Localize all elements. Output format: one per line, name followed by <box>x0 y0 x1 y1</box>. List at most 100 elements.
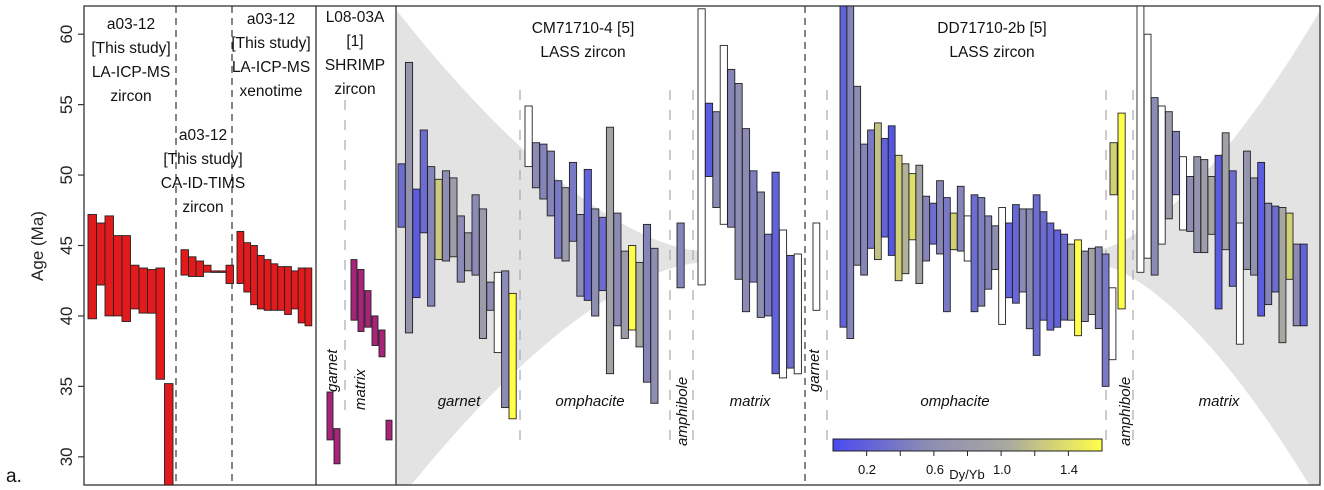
age-bar <box>218 270 227 273</box>
age-bar <box>576 214 585 297</box>
colorbar-tick-label: 1.0 <box>993 462 1011 477</box>
age-bar <box>984 215 993 290</box>
age-bar <box>378 329 386 358</box>
header-line: [1] <box>346 33 363 50</box>
sublabel-dd-omphacite: omphacite <box>920 393 989 410</box>
age-bar <box>508 292 517 420</box>
age-bar <box>1207 176 1216 235</box>
age-bar <box>1257 161 1266 317</box>
age-bar <box>419 129 428 234</box>
sublabel-l08-garnet: garnet <box>324 349 341 392</box>
age-bar <box>749 170 758 283</box>
age-bar <box>531 142 541 189</box>
age-bar <box>464 232 473 272</box>
colorbar-tick-label: 0.6 <box>926 462 944 477</box>
header-cm: CM71710-4 [5] LASS zircon <box>532 20 635 61</box>
header-line: LASS zircon <box>540 44 625 61</box>
header-line: LA-ICP-MS <box>232 59 310 76</box>
header-dd: DD71710-2b [5] LASS zircon <box>937 20 1046 61</box>
age-bar <box>977 197 986 307</box>
age-bar <box>243 242 252 293</box>
y-tick-label: 60 <box>57 25 76 44</box>
age-bar <box>1101 253 1110 387</box>
y-axis-title: Age (Ma) <box>28 211 47 281</box>
header-line: [This study] <box>163 151 242 168</box>
age-bar <box>1067 243 1075 321</box>
age-bar <box>734 83 743 280</box>
header-line: LASS zircon <box>949 44 1034 61</box>
age-bar <box>250 245 258 306</box>
age-bar <box>867 129 875 249</box>
age-bar <box>427 166 436 307</box>
age-bar <box>1157 105 1166 245</box>
age-bar <box>1046 222 1055 331</box>
age-bar <box>943 197 951 313</box>
age-bar <box>263 259 272 311</box>
age-bar <box>1243 150 1251 270</box>
sublabel-dd-matrix: matrix <box>1199 393 1240 410</box>
age-bar <box>650 247 659 404</box>
age-bar <box>1109 142 1118 196</box>
age-bar <box>1150 97 1159 276</box>
age-bar <box>385 419 393 441</box>
colorbar-title: Dy/Yb <box>949 467 984 482</box>
age-bar <box>756 191 765 318</box>
age-bar <box>277 266 286 311</box>
age-bar <box>605 126 615 375</box>
header-line: zircon <box>182 199 223 216</box>
age-bar <box>963 215 972 262</box>
age-bar <box>812 222 821 311</box>
age-bar <box>371 315 379 346</box>
age-bar <box>991 225 1000 270</box>
age-bar <box>1081 250 1089 322</box>
age-bar <box>225 264 234 284</box>
age-bar <box>333 428 341 465</box>
age-bar <box>203 264 212 273</box>
colorbar: 0.2 0.6 1.0 1.4 Dy/Yb <box>832 438 1103 482</box>
age-bar <box>1193 156 1202 253</box>
age-bar <box>998 207 1006 325</box>
y-tick-label: 30 <box>57 447 76 466</box>
age-bar <box>1186 176 1195 232</box>
age-bar <box>1235 222 1244 345</box>
header-line: zircon <box>110 88 151 105</box>
density-envelope <box>397 10 700 485</box>
age-bar <box>256 254 265 310</box>
age-bar <box>1053 229 1062 328</box>
age-bar <box>456 215 465 283</box>
age-bar <box>887 125 896 256</box>
header-a03-lams-zircon: a03-12 [This study] LA-ICP-MS zircon <box>91 16 170 105</box>
age-bar <box>727 68 736 228</box>
age-bar <box>121 235 131 322</box>
age-bar <box>860 143 868 276</box>
age-bar <box>719 44 728 225</box>
header-line: zircon <box>334 81 375 98</box>
header-line: SHRIMP <box>325 57 385 74</box>
age-bar <box>839 5 848 328</box>
age-bar <box>501 270 510 409</box>
age-bar <box>764 233 773 317</box>
sublabel-l08-matrix: matrix <box>352 369 369 410</box>
age-bar <box>164 383 174 486</box>
age-bar <box>236 230 245 284</box>
age-bar <box>1200 159 1209 254</box>
age-bar <box>642 223 652 383</box>
age-bar <box>628 245 637 331</box>
header-line: CM71710-4 [5] <box>532 20 635 37</box>
age-bar <box>350 259 358 321</box>
age-bar <box>591 208 600 317</box>
colorbar-tick-label: 1.4 <box>1060 462 1078 477</box>
age-bar <box>894 154 903 282</box>
age-bar <box>1094 246 1103 330</box>
header-line: L08-03A <box>326 9 385 26</box>
age-bar <box>1018 208 1027 293</box>
sublabel-cm-amphibole: amphibole <box>674 377 691 446</box>
age-bar <box>676 222 685 289</box>
age-bar <box>357 269 365 332</box>
age-bar <box>180 249 189 276</box>
age-bar <box>704 102 714 177</box>
age-bar <box>1143 33 1152 259</box>
age-bar <box>297 267 306 324</box>
sublabel-dd-garnet: garnet <box>806 349 823 392</box>
